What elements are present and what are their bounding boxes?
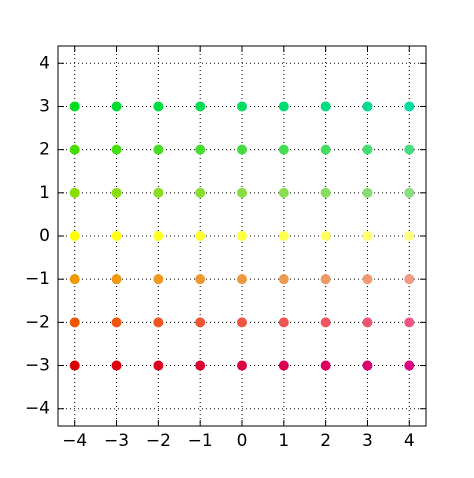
x-tick-label: 1 [278, 431, 289, 451]
point [320, 144, 331, 155]
y-tick-label: 0 [39, 226, 50, 246]
point [404, 187, 415, 198]
point [278, 101, 289, 112]
point [237, 144, 247, 155]
y-tick-label: −4 [25, 399, 50, 419]
point [278, 360, 289, 371]
point [278, 317, 289, 328]
point [153, 360, 164, 371]
point [111, 144, 122, 155]
point [320, 360, 331, 371]
point [362, 101, 373, 112]
point [237, 101, 247, 112]
y-tick-label: −3 [25, 356, 50, 376]
x-tick-label: 2 [320, 431, 331, 451]
point [404, 231, 415, 241]
point [153, 187, 164, 198]
point [153, 144, 164, 155]
point [195, 101, 206, 112]
x-tick-label: −3 [104, 431, 129, 451]
point [362, 274, 373, 285]
point [153, 274, 164, 285]
point [69, 274, 80, 285]
point [111, 360, 122, 371]
x-tick-label: −2 [146, 431, 171, 451]
point [195, 360, 206, 371]
x-tick-label: −4 [62, 431, 87, 451]
point [404, 360, 415, 371]
point [278, 231, 289, 241]
point [111, 317, 122, 328]
x-tick-label: 3 [362, 431, 373, 451]
y-tick-label: 1 [39, 183, 50, 203]
point [404, 317, 415, 328]
point [237, 231, 247, 241]
point [362, 187, 373, 198]
point [362, 144, 373, 155]
point [362, 360, 373, 371]
axes-frame [57, 45, 427, 427]
point [195, 187, 206, 198]
point [195, 231, 206, 241]
point [362, 317, 373, 328]
point [195, 274, 206, 285]
y-tick-label: 4 [39, 53, 50, 73]
y-tick-label: −1 [25, 269, 50, 289]
y-tick-label: 2 [39, 140, 50, 160]
point [320, 317, 331, 328]
point [195, 317, 206, 328]
point [320, 101, 331, 112]
point [237, 187, 247, 198]
point [278, 144, 289, 155]
x-tick-label: −1 [188, 431, 213, 451]
point [278, 274, 289, 285]
point [404, 274, 415, 285]
point [404, 144, 415, 155]
point [362, 231, 373, 241]
point [69, 317, 80, 328]
point [237, 274, 247, 285]
point [320, 231, 331, 241]
point [69, 187, 80, 198]
point [195, 144, 206, 155]
point [320, 274, 331, 285]
x-tick-label: 4 [404, 431, 415, 451]
point [69, 144, 80, 155]
point [153, 101, 164, 112]
point [404, 101, 415, 112]
point [111, 101, 122, 112]
point [69, 360, 80, 371]
point [237, 317, 247, 328]
point [278, 187, 289, 198]
point [320, 187, 331, 198]
x-tick-label: 0 [237, 431, 248, 451]
point [69, 101, 80, 112]
point [111, 231, 122, 241]
point [111, 187, 122, 198]
point [111, 274, 122, 285]
point [237, 360, 247, 371]
y-tick-label: 3 [39, 96, 50, 116]
point [69, 231, 80, 241]
point [153, 231, 164, 241]
y-tick-label: −2 [25, 312, 50, 332]
point [153, 317, 164, 328]
